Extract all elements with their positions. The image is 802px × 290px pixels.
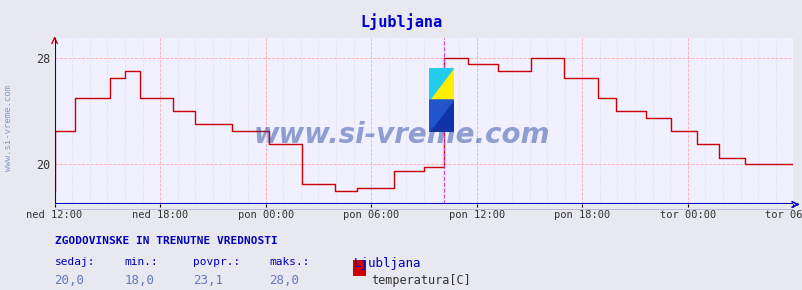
Text: 23,1: 23,1 — [192, 274, 222, 287]
Text: maks.:: maks.: — [269, 257, 309, 267]
Polygon shape — [429, 68, 453, 100]
Text: 20,0: 20,0 — [55, 274, 84, 287]
Polygon shape — [429, 68, 453, 100]
Text: min.:: min.: — [124, 257, 158, 267]
Text: povpr.:: povpr.: — [192, 257, 240, 267]
Text: temperatura[C]: temperatura[C] — [371, 274, 470, 287]
Polygon shape — [429, 100, 453, 132]
Polygon shape — [429, 100, 453, 132]
Text: 28,0: 28,0 — [269, 274, 298, 287]
Text: www.si-vreme.com: www.si-vreme.com — [3, 85, 13, 171]
Text: www.si-vreme.com: www.si-vreme.com — [253, 121, 549, 149]
Text: 18,0: 18,0 — [124, 274, 154, 287]
Text: Ljubljana: Ljubljana — [353, 257, 420, 270]
Text: Ljubljana: Ljubljana — [360, 13, 442, 30]
Text: sedaj:: sedaj: — [55, 257, 95, 267]
Text: ZGODOVINSKE IN TRENUTNE VREDNOSTI: ZGODOVINSKE IN TRENUTNE VREDNOSTI — [55, 236, 277, 246]
